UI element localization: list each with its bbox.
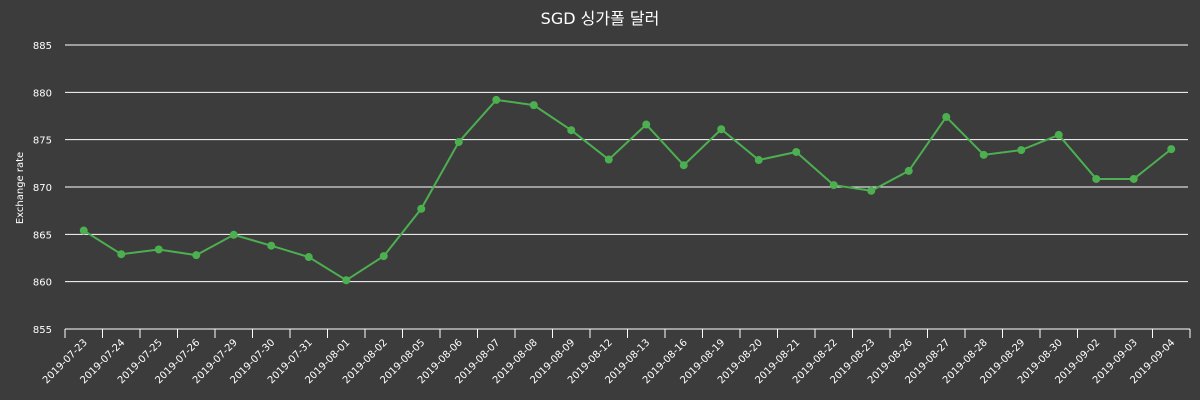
data-point[interactable]	[154, 245, 163, 254]
y-tick-label: 860	[33, 278, 52, 289]
data-point[interactable]	[417, 204, 426, 213]
y-tick-label: 875	[33, 136, 52, 147]
series-line	[83, 98, 1172, 282]
data-point[interactable]	[267, 241, 276, 250]
y-tick-label: 855	[33, 325, 52, 336]
data-point[interactable]	[604, 155, 613, 164]
data-point[interactable]	[492, 95, 501, 104]
data-point[interactable]	[379, 252, 388, 261]
x-axis: 2019-07-232019-07-242019-07-252019-07-26…	[41, 328, 1191, 386]
y-tick-label: 865	[33, 230, 52, 241]
data-point[interactable]	[192, 251, 201, 260]
data-point[interactable]	[342, 276, 351, 285]
data-point[interactable]	[1167, 145, 1176, 154]
data-point[interactable]	[829, 181, 838, 190]
data-point[interactable]	[642, 120, 651, 129]
data-point[interactable]	[717, 125, 726, 134]
y-tick-label: 870	[33, 183, 52, 194]
y-tick-label: 880	[33, 88, 52, 99]
y-axis-ticks: 855 860 865 870 875 880 885	[33, 41, 52, 336]
y-axis-label: Exchange rate	[15, 152, 26, 224]
chart-title: SGD 싱가폴 달러	[541, 9, 660, 28]
data-point[interactable]	[304, 253, 313, 262]
data-point[interactable]	[567, 126, 576, 135]
data-point[interactable]	[979, 150, 988, 159]
data-point[interactable]	[754, 156, 763, 165]
data-point[interactable]	[904, 166, 913, 175]
data-point[interactable]	[679, 161, 688, 170]
data-point[interactable]	[1092, 174, 1101, 183]
data-point[interactable]	[867, 186, 876, 195]
data-point[interactable]	[1129, 174, 1138, 183]
data-point[interactable]	[79, 226, 88, 235]
gridlines	[65, 44, 1188, 283]
data-point[interactable]	[454, 138, 463, 147]
data-point[interactable]	[229, 230, 238, 239]
data-point[interactable]	[942, 112, 951, 121]
data-point[interactable]	[529, 101, 538, 110]
data-point[interactable]	[117, 250, 126, 259]
data-point[interactable]	[1054, 130, 1063, 139]
data-point[interactable]	[792, 147, 801, 156]
series-sgd	[79, 95, 1176, 285]
data-point[interactable]	[1017, 146, 1026, 155]
y-tick-label: 885	[33, 41, 52, 52]
